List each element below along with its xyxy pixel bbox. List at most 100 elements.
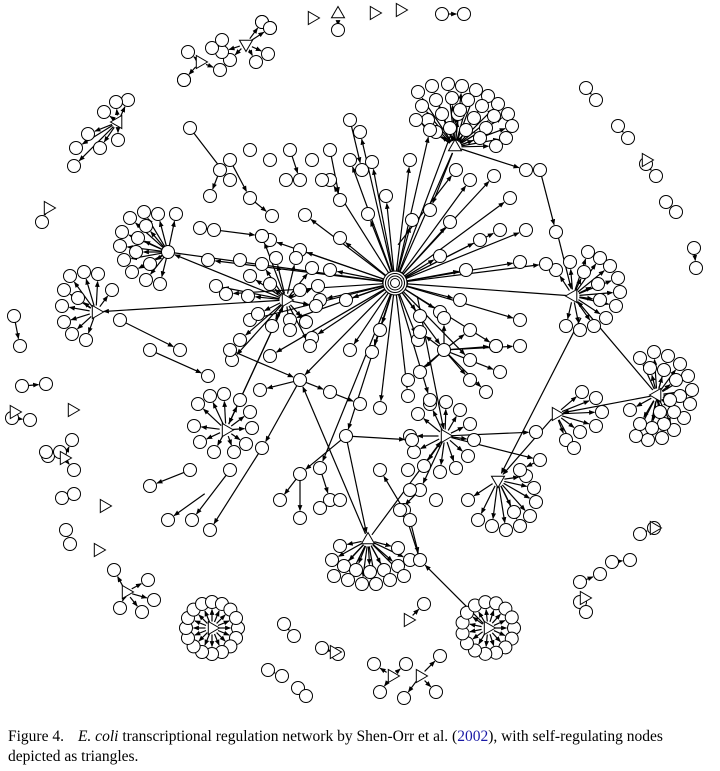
regulation-edge [502,418,553,475]
regulation-edge [188,66,197,75]
gene-node [523,509,537,523]
gene-node [429,93,443,107]
gene-node [193,221,207,235]
regulation-edge [173,493,206,517]
gene-node [453,103,467,117]
gene-node [67,159,81,173]
gene-node [245,421,259,435]
regulation-edge [658,376,663,389]
gene-node [273,493,287,507]
gene-node [63,537,77,551]
regulation-edge [125,322,174,348]
gene-node [459,263,473,277]
gene-node [233,333,247,347]
regulation-edge [660,369,676,391]
regulation-edge [423,418,441,433]
regulation-edge [289,304,302,317]
gene-node [455,79,469,93]
gene-node [275,669,289,683]
regulation-edge [498,486,507,524]
regulation-edge [500,317,582,474]
gene-node [59,523,73,537]
regulation-edge [286,264,296,294]
gene-node [463,173,477,187]
gene-node [249,55,263,69]
gene-node [687,241,701,255]
gene-node [649,169,663,183]
gene-node [343,113,357,127]
regulation-edge [345,242,391,280]
regulation-edge [384,202,395,277]
self-regulating-node [369,5,383,21]
gene-node [333,539,347,553]
gene-node [39,377,53,391]
gene-node [298,208,312,222]
regulation-edge [456,135,463,143]
self-regulating-node [648,387,662,403]
regulation-edge [396,116,458,278]
regulation-edge [469,628,482,634]
gene-node [121,93,135,107]
gene-node [325,553,339,567]
gene-node [327,569,341,583]
gene-node [339,293,353,307]
regulation-edge [266,381,294,390]
regulation-edge [338,542,363,557]
gene-node [645,421,659,435]
gene-node [333,231,347,245]
regulation-edge [346,540,362,546]
gene-node [193,435,207,449]
regulation-edge [203,408,222,427]
gene-node [79,333,93,347]
gene-node [623,553,637,567]
regulation-edge [489,609,495,622]
regulation-edge [196,474,227,515]
gene-node [629,429,643,443]
gene-node [661,349,675,363]
gene-node [657,363,671,377]
gene-node [137,205,151,219]
regulation-edge [158,220,167,246]
caption-text-after: ), with self-regulating nodes depicted a… [8,728,663,765]
regulation-edge [70,313,90,321]
gene-node [549,225,563,239]
regulation-edge [245,303,282,336]
regulation-edge [114,108,120,116]
regulation-edge [579,290,614,296]
self-regulating-node [490,475,506,489]
regulation-edge [404,494,416,506]
regulation-edge [305,381,324,390]
regulation-edge [198,614,208,624]
gene-node [413,553,427,567]
figure-caption: Figure 4. E. coli transcriptional regulat… [8,727,712,766]
citation-year-link[interactable]: 2002 [457,728,489,745]
gene-node [609,299,623,313]
gene-node [125,265,139,279]
gene-node [365,345,379,359]
gene-node [573,323,587,337]
regulation-edge [217,435,224,446]
gene-node [673,357,687,371]
gene-node [263,153,277,167]
gene-node [255,257,269,271]
gene-node [501,107,515,121]
gene-node [435,107,449,121]
gene-node [349,563,363,577]
gene-node [135,605,149,619]
regulation-edge [396,288,416,334]
gene-node [279,173,293,187]
gene-node [413,365,427,379]
regulation-edge [374,541,392,548]
regulation-edge [103,126,115,143]
self-regulating-node [91,304,105,320]
regulation-edge [274,288,282,296]
gene-node [265,209,279,223]
gene-node [71,291,85,305]
regulation-edge [230,416,245,427]
self-regulating-node [440,428,454,444]
gene-node [261,47,275,61]
regulation-edge [454,120,460,141]
gene-node [485,519,499,533]
regulation-edge [317,286,390,335]
regulation-edge [234,48,242,56]
